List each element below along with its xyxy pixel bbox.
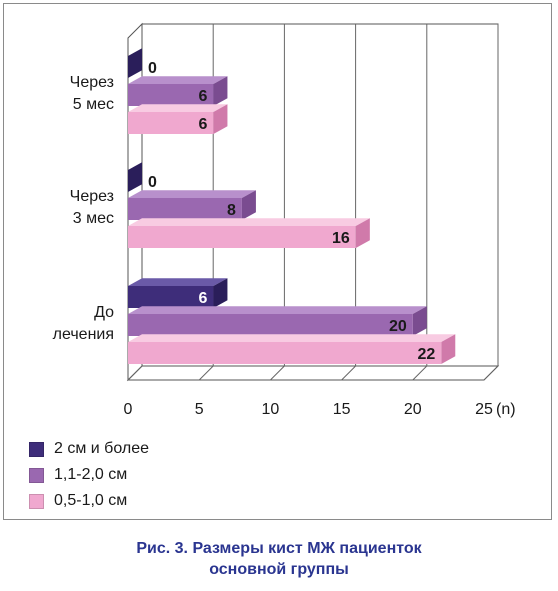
- legend: 2 см и более 1,1-2,0 см 0,5-1,0 см: [29, 436, 149, 514]
- bar-top: [128, 76, 228, 84]
- data-label: 6: [199, 290, 208, 307]
- data-label: 16: [332, 230, 350, 247]
- bar-side: [128, 48, 142, 78]
- bar-chart: 0 5 10 15 20 25 (n) Через 5 мес 0 6 6 Через 3 мес 0 8 16…: [53, 22, 516, 418]
- legend-item: 2 см и более: [29, 436, 149, 462]
- bar: [128, 84, 214, 106]
- data-label: 0: [148, 174, 157, 191]
- bar-side: [213, 76, 228, 106]
- x-axis-unit: (n): [496, 401, 516, 418]
- legend-item: 0,5-1,0 см: [29, 488, 149, 514]
- bar-side: [412, 306, 427, 336]
- bar-top: [128, 218, 370, 226]
- floor-grid-line: [483, 365, 499, 381]
- x-tick-label: 20: [404, 401, 422, 418]
- bar: [128, 112, 214, 134]
- x-tick-label: 5: [195, 401, 204, 418]
- bar-side: [213, 278, 228, 308]
- category-label: 3 мес: [73, 210, 114, 227]
- bar-side: [128, 162, 142, 192]
- bar: [128, 314, 413, 336]
- caption-line-1: Рис. 3. Размеры кист МЖ пациенток: [136, 540, 422, 557]
- caption-line-2: основной группы: [209, 561, 349, 578]
- legend-item: 1,1-2,0 см: [29, 462, 149, 488]
- data-label: 0: [148, 60, 157, 77]
- bar-top: [128, 278, 228, 286]
- x-tick-label: 25: [475, 401, 493, 418]
- floor-grid-line: [270, 365, 285, 381]
- data-label: 6: [199, 88, 208, 105]
- bar-side: [213, 104, 228, 134]
- floor-grid-line: [127, 365, 143, 381]
- category-label: 5 мес: [73, 96, 114, 113]
- floor-grid-line: [198, 365, 214, 381]
- data-label: 20: [389, 318, 407, 335]
- floor-grid-line: [341, 365, 356, 381]
- category-label: Через: [70, 74, 114, 91]
- bar: [128, 198, 242, 220]
- bar-top: [128, 334, 456, 342]
- category-label: лечения: [53, 326, 114, 343]
- bar-side: [441, 334, 456, 364]
- plot-floor: [126, 365, 500, 381]
- legend-label: 2 см и более: [54, 440, 150, 457]
- bar-top: [128, 190, 256, 198]
- x-tick-label: 10: [262, 401, 280, 418]
- category-label: До: [94, 304, 114, 321]
- legend-label: 1,1-2,0 см: [54, 466, 128, 483]
- legend-swatch: [29, 467, 44, 483]
- data-label: 8: [227, 202, 236, 219]
- figure-caption: Рис. 3. Размеры кист МЖ пациенток основн…: [0, 538, 558, 580]
- legend-swatch: [29, 441, 44, 457]
- x-tick-label: 15: [333, 401, 351, 418]
- legend-label: 0,5-1,0 см: [54, 492, 128, 509]
- bar-top: [128, 104, 228, 112]
- bar: [128, 342, 442, 364]
- legend-swatch: [29, 493, 44, 509]
- data-label: 6: [199, 116, 208, 133]
- figure-frame: 0 5 10 15 20 25 (n) Через 5 мес 0 6 6 Через 3 мес 0 8 16…: [3, 3, 552, 520]
- floor-grid-line: [412, 365, 428, 381]
- category-label: Через: [70, 188, 114, 205]
- data-label: 22: [417, 346, 435, 363]
- bar-side: [355, 218, 370, 248]
- bar: [128, 226, 356, 248]
- bar: [128, 286, 214, 308]
- bar-top: [128, 306, 427, 314]
- bar-side: [241, 190, 256, 220]
- x-tick-label: 0: [124, 401, 133, 418]
